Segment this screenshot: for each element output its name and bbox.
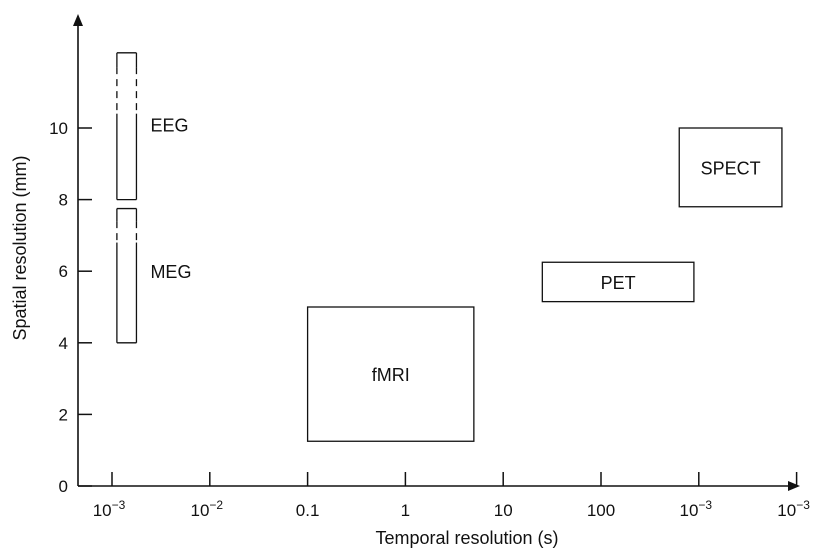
region-eeg: EEG [116,52,188,201]
fmri-label: fMRI [372,365,410,385]
region-fmri: fMRI [306,306,475,442]
x-axis-arrow [788,481,800,491]
meg-label: MEG [150,262,191,282]
x-tick-label: 10−3 [679,498,712,520]
x-tick-label: 10−3 [777,498,810,520]
regions: EEG MEG fMRI PET SPECT [116,52,783,442]
y-tick-label: 8 [59,191,68,210]
spect-box [678,127,783,208]
region-meg: MEG [116,207,191,344]
pet-label: PET [601,273,636,293]
x-tick-label: 0.1 [296,501,320,520]
y-tick-label: 10 [49,119,68,138]
x-tick-label: 100 [587,501,615,520]
y-tick-label: 6 [59,262,68,281]
x-tick-label: 10−2 [190,498,223,520]
fmri-box [306,306,475,442]
x-tick-label: 10−3 [93,498,126,520]
x-axis-label: Temporal resolution (s) [375,528,558,548]
axes: 10−3 10−2 0.1 1 10 100 10−3 10−3 0 2 4 6 8 10 [49,14,810,520]
region-spect: SPECT [678,127,783,208]
pet-box [541,261,695,303]
y-axis-label: Spatial resolution (mm) [10,155,30,340]
y-tick-label: 4 [59,334,68,353]
spect-label: SPECT [701,158,761,178]
x-tick-label: 10 [494,501,513,520]
y-tick-label: 2 [59,405,68,424]
y-axis-arrow [73,14,83,26]
region-pet: PET [541,261,695,303]
x-tick-label: 1 [401,501,410,520]
y-tick-label: 0 [59,477,68,496]
eeg-label: EEG [150,115,188,135]
